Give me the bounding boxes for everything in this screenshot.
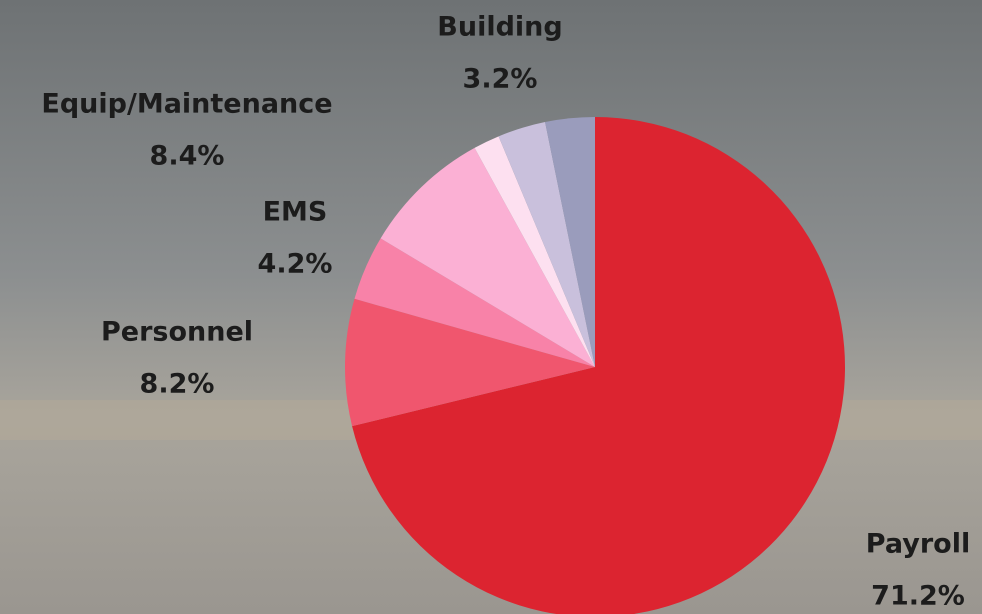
slice-label: Equip/Maintenance <box>41 89 332 120</box>
pie-slice <box>345 298 595 427</box>
slice-label: EMS <box>263 197 328 228</box>
pie-slice <box>498 122 595 367</box>
slice-label: Payroll <box>866 529 970 560</box>
slice-value-label: 71.2% <box>871 581 965 612</box>
pie-slice <box>354 238 595 367</box>
pie-slice <box>380 147 595 367</box>
pie-slice <box>352 117 845 614</box>
slice-label: Personnel <box>101 317 253 348</box>
slice-value-label: 8.4% <box>150 141 225 172</box>
slice-value-label: 3.2% <box>463 64 538 95</box>
pie-slice <box>474 136 595 367</box>
slice-value-label: 8.2% <box>140 369 215 400</box>
slice-value-label: 4.2% <box>258 249 333 280</box>
pie-slice <box>545 117 595 367</box>
slice-label: Building <box>437 12 562 43</box>
